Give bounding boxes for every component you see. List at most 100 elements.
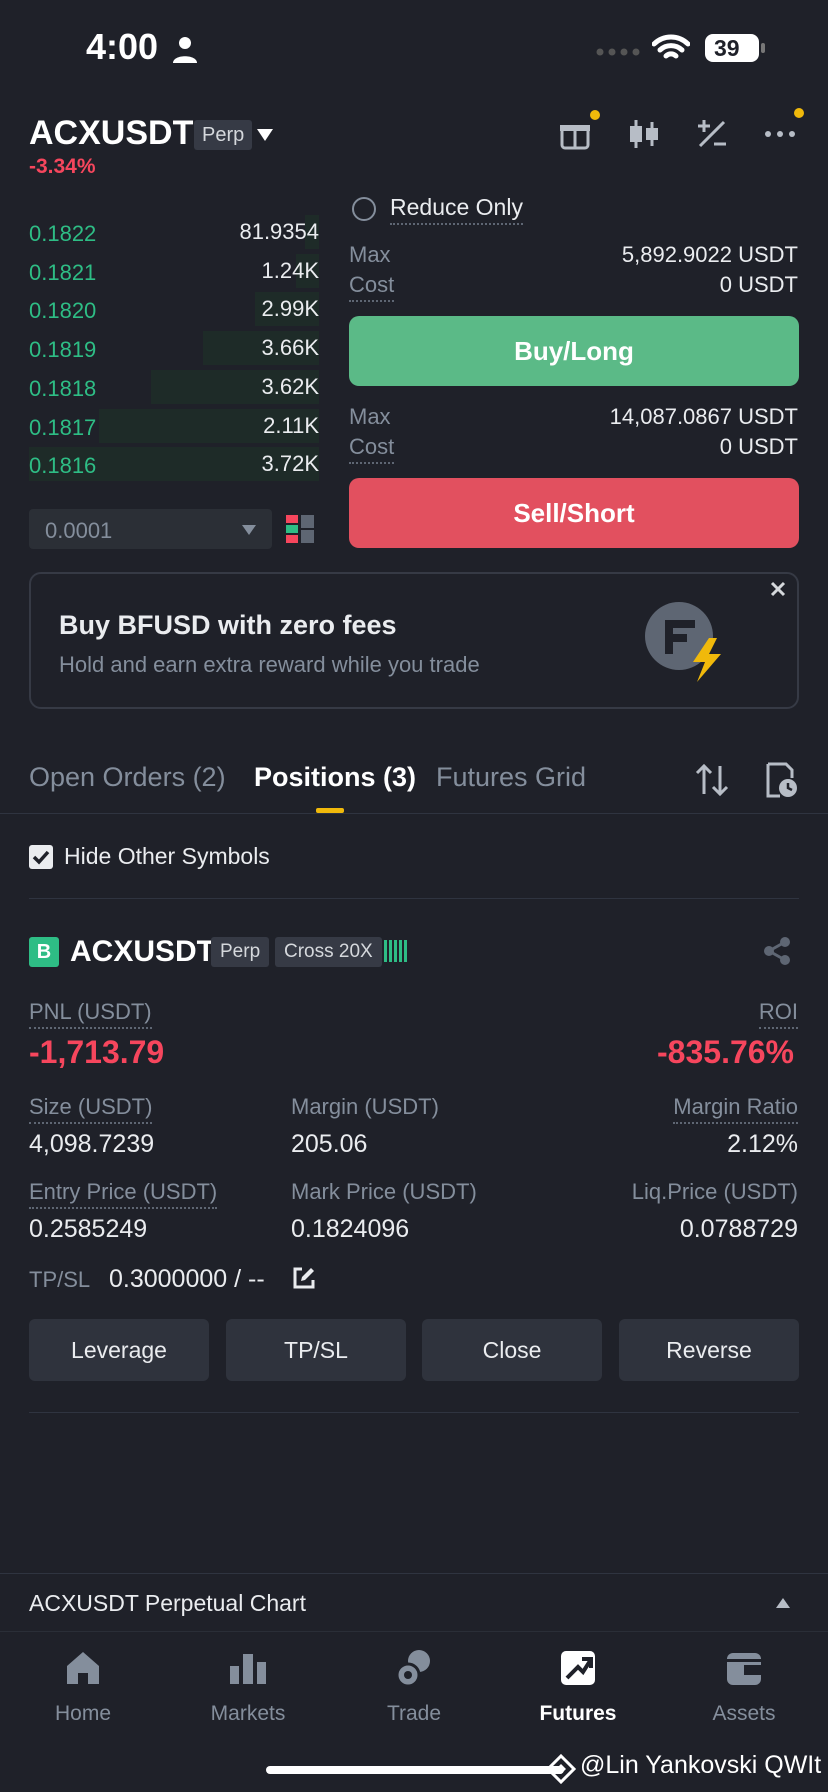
nav-markets[interactable]: Markets — [178, 1648, 318, 1726]
orderbook-row[interactable]: 0.1820 2.99K — [29, 290, 319, 328]
roi-value: -835.76% — [657, 1034, 794, 1070]
orderbook-row[interactable]: 0.1819 3.66K — [29, 329, 319, 367]
orderbook-price: 0.1821 — [29, 259, 97, 285]
price-step-value: 0.0001 — [45, 518, 113, 543]
orderbook-price: 0.1819 — [29, 337, 97, 363]
signal-dots-icon — [596, 48, 640, 56]
symbol-dropdown-icon[interactable] — [256, 128, 274, 142]
more-icon[interactable] — [762, 108, 804, 152]
nav-home[interactable]: Home — [13, 1648, 153, 1726]
tab-positions[interactable]: Positions (3) — [254, 762, 417, 792]
active-tab-indicator — [316, 808, 344, 813]
hide-other-label[interactable]: Hide Other Symbols — [64, 843, 270, 869]
sell-short-button[interactable]: Sell/Short — [349, 478, 799, 548]
edit-icon[interactable] — [292, 1266, 316, 1290]
banner-title: Buy BFUSD with zero fees — [59, 610, 397, 640]
orderbook-qty: 1.24K — [261, 257, 320, 283]
home-indicator[interactable] — [266, 1766, 564, 1774]
close-position-button[interactable]: Close — [422, 1319, 602, 1381]
position-symbol[interactable]: ACXUSDT — [70, 935, 216, 968]
gift-icon[interactable] — [558, 110, 600, 152]
mark-price-label: Mark Price (USDT) — [291, 1179, 477, 1204]
nav-markets-label: Markets — [210, 1702, 286, 1725]
buy-long-button[interactable]: Buy/Long — [349, 316, 799, 386]
nav-assets-label: Assets — [712, 1702, 776, 1725]
nav-trade-label: Trade — [386, 1702, 442, 1725]
depth-bar — [255, 292, 319, 327]
reduce-only-radio[interactable] — [352, 197, 376, 221]
share-icon[interactable] — [762, 936, 792, 966]
orderbook-price: 0.1820 — [29, 298, 97, 324]
bottom-nav: Home Markets Trade Futures Assets — [0, 1631, 828, 1792]
reverse-button[interactable]: Reverse — [619, 1319, 799, 1381]
pnl-value: -1,713.79 — [29, 1034, 165, 1070]
chart-toggle-bar[interactable]: ACXUSDT Perpetual Chart — [0, 1573, 828, 1631]
sell-max-label: Max — [349, 404, 391, 429]
margin-label: Margin (USDT) — [291, 1094, 439, 1119]
calculator-icon[interactable] — [694, 116, 730, 152]
sell-cost-label: Cost — [349, 434, 395, 464]
orderbook-row[interactable]: 0.1821 1.24K — [29, 252, 319, 290]
banner-subtitle: Hold and earn extra reward while you tra… — [59, 652, 480, 677]
hide-other-checkbox[interactable] — [29, 845, 53, 869]
sort-icon[interactable] — [692, 760, 732, 800]
nav-futures[interactable]: Futures — [508, 1648, 648, 1726]
tab-futures-grid[interactable]: Futures Grid — [436, 762, 587, 792]
nav-home-label: Home — [54, 1702, 112, 1725]
orderbook-qty: 2.99K — [261, 296, 320, 322]
candlestick-icon[interactable] — [626, 116, 662, 152]
chevron-up-icon — [776, 1598, 790, 1608]
markets-icon — [230, 1654, 266, 1684]
leverage-button[interactable]: Leverage — [29, 1319, 209, 1381]
position-type-badge: Perp — [211, 937, 270, 967]
margin-ratio-value: 2.12% — [727, 1130, 798, 1158]
orderbook-price: 0.1816 — [29, 453, 97, 479]
buy-max-value: 5,892.9022 USDT — [621, 242, 798, 267]
perp-badge: Perp — [194, 120, 253, 150]
sell-max-value: 14,087.0867 USDT — [609, 404, 798, 429]
depth-bar — [304, 215, 319, 249]
tab-open-orders[interactable]: Open Orders (2) — [29, 762, 226, 792]
buy-max-label: Max — [349, 242, 391, 267]
battery-level: 39 — [714, 35, 740, 61]
tpsl-label: TP/SL — [29, 1267, 91, 1292]
nav-trade[interactable]: Trade — [344, 1648, 484, 1726]
watermark: @Lin Yankovski QWIt — [580, 1751, 822, 1779]
chart-title: ACXUSDT Perpetual Chart — [29, 1590, 306, 1616]
orderbook-price: 0.1817 — [29, 414, 97, 440]
status-time: 4:00 — [86, 26, 159, 67]
orderbook-price: 0.1822 — [29, 221, 97, 246]
price-step-select[interactable]: 0.0001 — [29, 509, 272, 549]
orderbook-qty: 3.62K — [261, 373, 320, 399]
close-icon[interactable] — [767, 578, 789, 600]
buy-cost-value: 0 USDT — [719, 272, 798, 297]
order-history-icon[interactable] — [760, 760, 800, 800]
orderbook-qty: 81.9354 — [239, 219, 319, 244]
promo-banner[interactable]: Buy BFUSD with zero fees Hold and earn e… — [29, 572, 799, 709]
depth-bar — [150, 369, 319, 404]
liq-price-label: Liq.Price (USDT) — [631, 1179, 798, 1204]
depth-bar — [295, 253, 319, 288]
risk-bars-icon — [384, 940, 407, 962]
wifi-icon — [652, 34, 690, 59]
margin-mode-badge[interactable]: Cross 20X — [275, 937, 382, 967]
orderbook-layout-icon[interactable] — [286, 515, 314, 543]
trade-icon — [395, 1650, 430, 1688]
tpsl-button[interactable]: TP/SL — [226, 1319, 406, 1381]
margin-value: 205.06 — [291, 1130, 368, 1158]
chevron-down-icon — [242, 525, 256, 535]
orderbook-row[interactable]: 0.1816 3.72K — [29, 445, 319, 483]
orderbook-row[interactable]: 0.1817 2.11K — [29, 407, 319, 445]
orderbook-row[interactable]: 0.1818 3.62K — [29, 368, 319, 406]
depth-bar — [203, 331, 319, 366]
depth-bar — [98, 408, 319, 443]
liq-price-value: 0.0788729 — [679, 1215, 798, 1243]
wallet-icon — [727, 1653, 761, 1685]
reduce-only-label[interactable]: Reduce Only — [390, 194, 523, 225]
symbol-title[interactable]: ACXUSDT — [29, 114, 194, 152]
orderbook-row[interactable]: 0.1822 81.9354 — [29, 213, 319, 251]
nav-assets[interactable]: Assets — [674, 1648, 814, 1726]
size-label: Size (USDT) — [29, 1094, 153, 1124]
size-value: 4,098.7239 — [29, 1130, 155, 1158]
binance-square-logo-icon — [546, 1754, 576, 1784]
